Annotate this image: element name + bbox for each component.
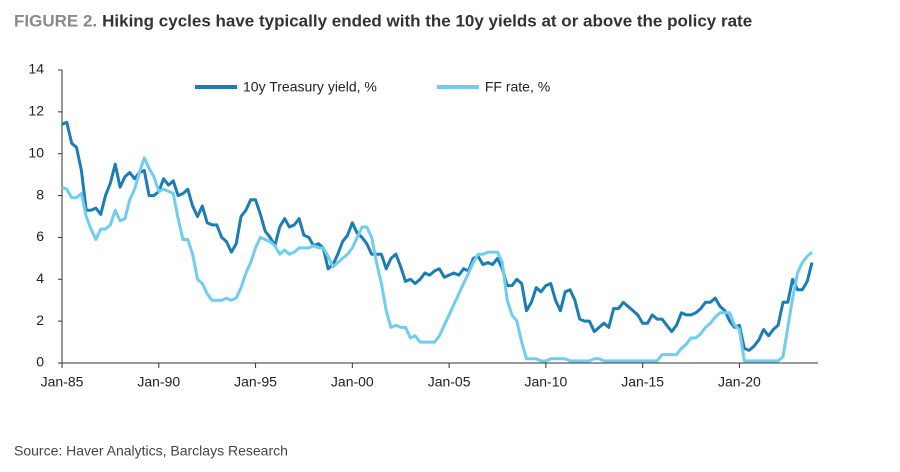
figure-label: FIGURE 2. xyxy=(14,11,97,30)
series-line xyxy=(61,120,814,352)
source-note: Source: Haver Analytics, Barclays Resear… xyxy=(14,443,288,459)
x-tick-label: Jan-90 xyxy=(137,374,180,390)
x-tick-label: Jan-95 xyxy=(234,374,277,390)
y-tick-label: 10 xyxy=(28,144,44,160)
legend-label: 10y Treasury yield, % xyxy=(243,79,377,95)
y-tick-label: 6 xyxy=(36,228,44,244)
x-tick-label: Jan-85 xyxy=(41,374,84,390)
legend-label: FF rate, % xyxy=(485,79,550,95)
y-tick-label: 8 xyxy=(36,186,44,202)
y-tick-label: 12 xyxy=(28,103,44,119)
y-tick-label: 0 xyxy=(36,354,44,370)
y-tick-label: 14 xyxy=(28,61,44,77)
y-tick-label: 2 xyxy=(36,312,44,328)
x-tick-label: Jan-05 xyxy=(428,374,471,390)
x-tick-label: Jan-15 xyxy=(621,374,664,390)
series-line xyxy=(61,156,813,363)
chart-title: Hiking cycles have typically ended with … xyxy=(102,11,752,30)
y-tick-label: 4 xyxy=(36,270,44,286)
x-tick-label: Jan-00 xyxy=(331,374,374,390)
x-tick-label: Jan-20 xyxy=(718,374,761,390)
x-tick-label: Jan-10 xyxy=(524,374,567,390)
